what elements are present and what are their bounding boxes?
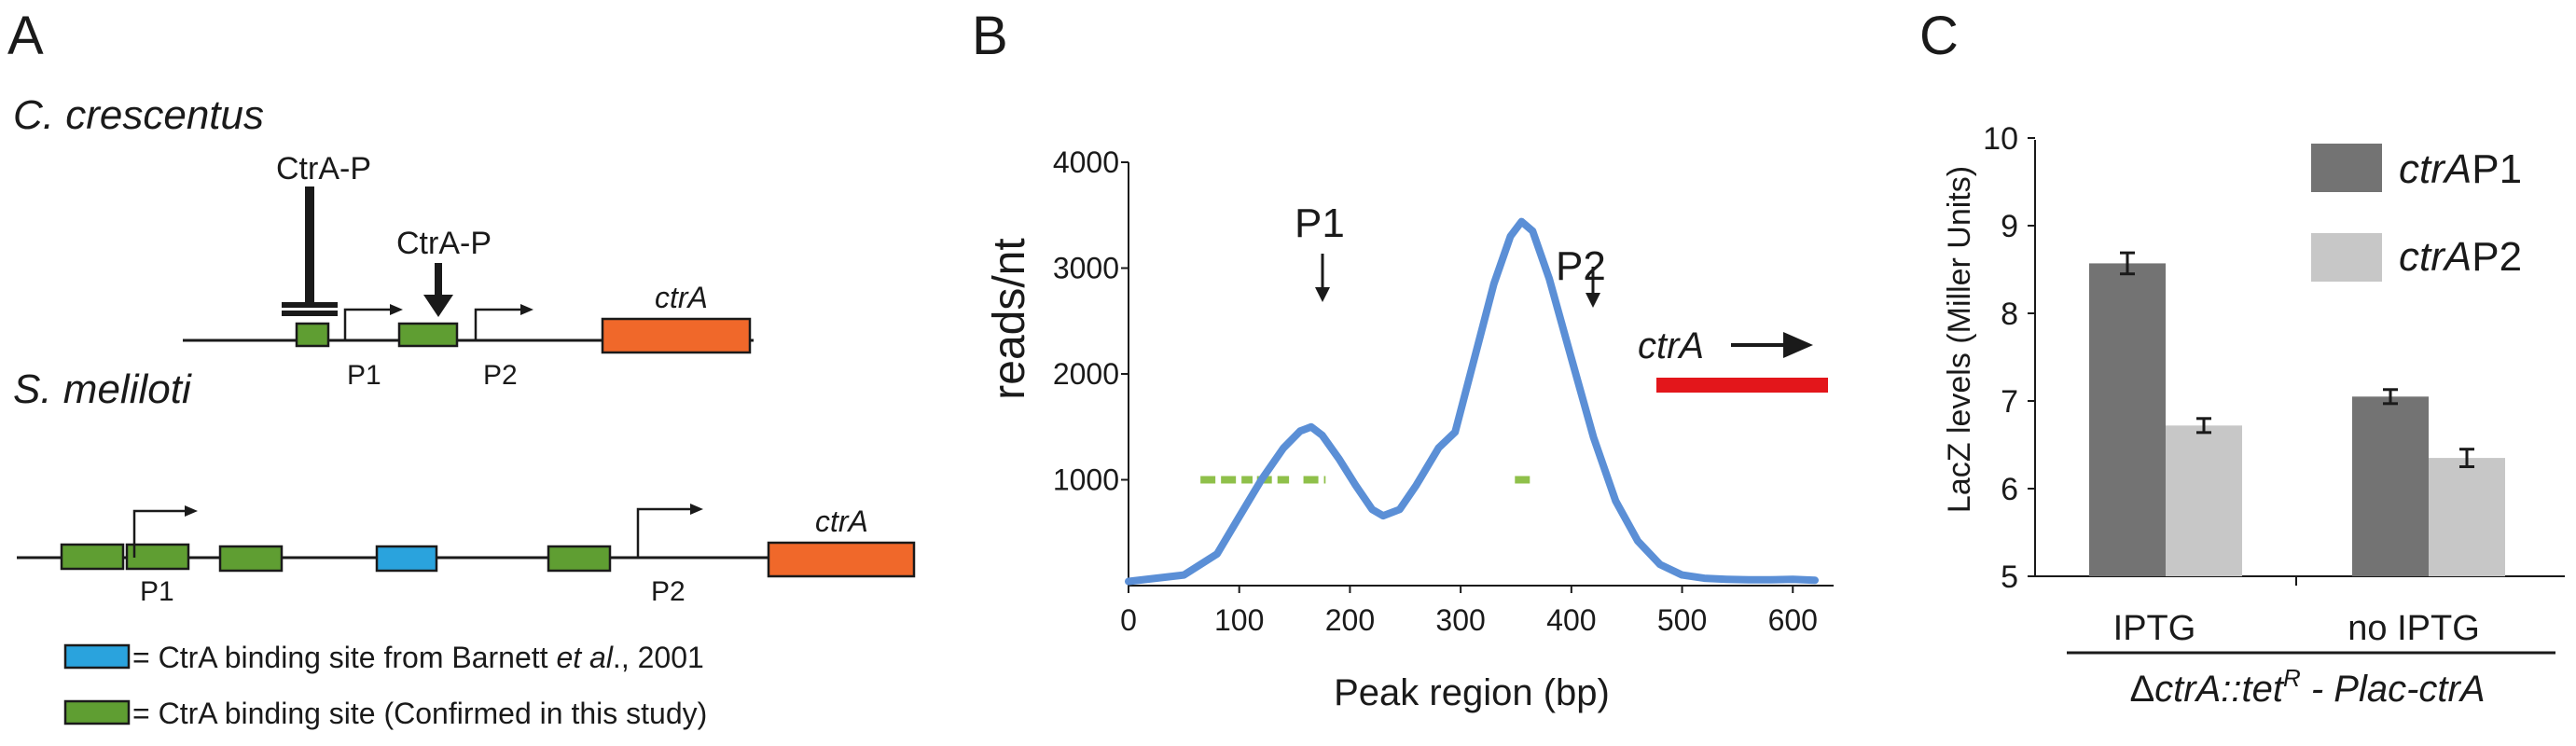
panel-b-y-ticks: 1000 2000 3000 4000: [1053, 145, 1129, 497]
y-tick-label: 3000: [1053, 252, 1119, 285]
bar-ctrAP1-0: [2089, 263, 2166, 576]
panel-c-y-ticks: 5 6 7 8 9 10: [1983, 121, 2035, 595]
group-label-iptg: IPTG: [2113, 609, 2196, 648]
sm-binding-site-2: [125, 543, 190, 571]
x-tick-label: 0: [1120, 603, 1137, 637]
legend-blue-text: = CtrA binding site from Barnett et al.,…: [132, 641, 704, 674]
bar-ctrAP2-0: [2166, 425, 2242, 576]
cc-p2-label: P2: [483, 360, 518, 391]
legend-green-swatch: [63, 699, 131, 725]
ctra-p-repressor-label: CtrA-P: [276, 151, 371, 186]
legend-p2-label: ctrAP2: [2399, 234, 2522, 280]
legend-p2-swatch: [2311, 233, 2382, 282]
cc-binding-site-2: [397, 322, 459, 348]
x-tick-label: 300: [1435, 603, 1485, 637]
sm-binding-site-1: [60, 543, 125, 571]
y-tick-label: 1000: [1053, 463, 1119, 497]
panel-c-bars: [2089, 251, 2505, 576]
y-tick-label: 9: [2001, 209, 2018, 244]
panel-b-p2-arrowhead: [1586, 293, 1600, 308]
species-label-crescentus: C. crescentus: [13, 92, 264, 138]
legend-blue-swatch: [63, 643, 131, 670]
panel-b-gene-label: ctrA: [1638, 325, 1704, 366]
cc-p1-promoter-arrow: [343, 308, 392, 340]
panel-a: A C. crescentus CtrA-P CtrA-P P1 P2 ctrA…: [7, 6, 916, 730]
panel-b-ylabel: reads/nt: [985, 238, 1034, 399]
cc-ctra-gene-label: ctrA: [655, 281, 708, 314]
y-tick-label: 8: [2001, 297, 2018, 332]
legend-p1-label: ctrAP1: [2399, 146, 2522, 192]
panel-c: C LacZ levels (Miller Units) 5 6 7 8 9 10 ctr…: [1919, 6, 2565, 710]
sm-p1-promoter-arrow: [132, 509, 187, 558]
sm-p2-promoter-arrow: [636, 507, 692, 558]
y-tick-label: 4000: [1053, 145, 1119, 179]
panel-b-gene-bar: [1656, 378, 1828, 393]
bar-ctrAP2-1: [2429, 458, 2505, 576]
cc-binding-site-1: [295, 322, 330, 348]
legend-green-text: = CtrA binding site (Confirmed in this s…: [132, 697, 707, 730]
sm-ctra-gene-label: ctrA: [815, 504, 868, 538]
sm-binding-site-barnett: [375, 545, 438, 573]
cc-p1-arrowhead: [390, 304, 403, 315]
y-tick-label: 10: [1983, 121, 2018, 157]
cc-ctra-gene: [601, 317, 752, 354]
strain-label: ΔctrA::tetR - Plac-ctrA: [2129, 664, 2485, 710]
sm-p1-label: P1: [140, 576, 174, 607]
panel-b-p2-label: P2: [1556, 243, 1606, 289]
panel-b-x-ticks: 0 100 200 300 400 500 600: [1120, 586, 1818, 637]
panel-b-letter: B: [972, 6, 1008, 66]
panel-b-p1-arrowhead: [1315, 287, 1330, 302]
y-tick-label: 2000: [1053, 357, 1119, 391]
group-label-no-iptg: no IPTG: [2347, 609, 2480, 648]
bar-ctrAP1-1: [2352, 396, 2429, 576]
cc-p1-label: P1: [347, 360, 381, 391]
cc-p2-promoter-arrow: [474, 308, 522, 340]
species-label-meliloti: S. meliloti: [13, 366, 192, 412]
cc-p2-arrowhead: [520, 304, 533, 315]
ctra-p-activator-label: CtrA-P: [396, 226, 492, 261]
x-tick-label: 400: [1546, 603, 1596, 637]
sm-ctra-gene: [767, 541, 916, 578]
y-tick-label: 7: [2001, 384, 2018, 420]
sm-binding-site-3: [218, 545, 284, 573]
sm-binding-site-4: [547, 545, 612, 573]
legend-p1-swatch: [2311, 144, 2382, 192]
y-tick-label: 5: [2001, 560, 2018, 595]
panel-b-p1-label: P1: [1295, 200, 1345, 246]
x-tick-label: 200: [1325, 603, 1375, 637]
sm-p2-label: P2: [651, 576, 686, 607]
x-tick-label: 600: [1768, 603, 1818, 637]
x-tick-label: 100: [1214, 603, 1264, 637]
panel-c-letter: C: [1919, 6, 1959, 66]
y-tick-label: 6: [2001, 472, 2018, 507]
panel-c-ylabel: LacZ levels (Miller Units): [1942, 166, 1977, 513]
sm-p2-arrowhead: [690, 504, 703, 515]
panel-b-xlabel: Peak region (bp): [1334, 672, 1610, 713]
panel-b-gene-arrowhead: [1783, 332, 1813, 358]
activation-arrow-head: [423, 295, 453, 317]
x-tick-label: 500: [1657, 603, 1707, 637]
sm-p1-arrowhead: [185, 505, 198, 517]
panel-a-letter: A: [7, 6, 44, 66]
panel-b: B reads/nt 1000 2000 3000 4000 0 100 200 300 40…: [972, 6, 1834, 713]
reads-coverage-curve: [1125, 217, 1819, 586]
